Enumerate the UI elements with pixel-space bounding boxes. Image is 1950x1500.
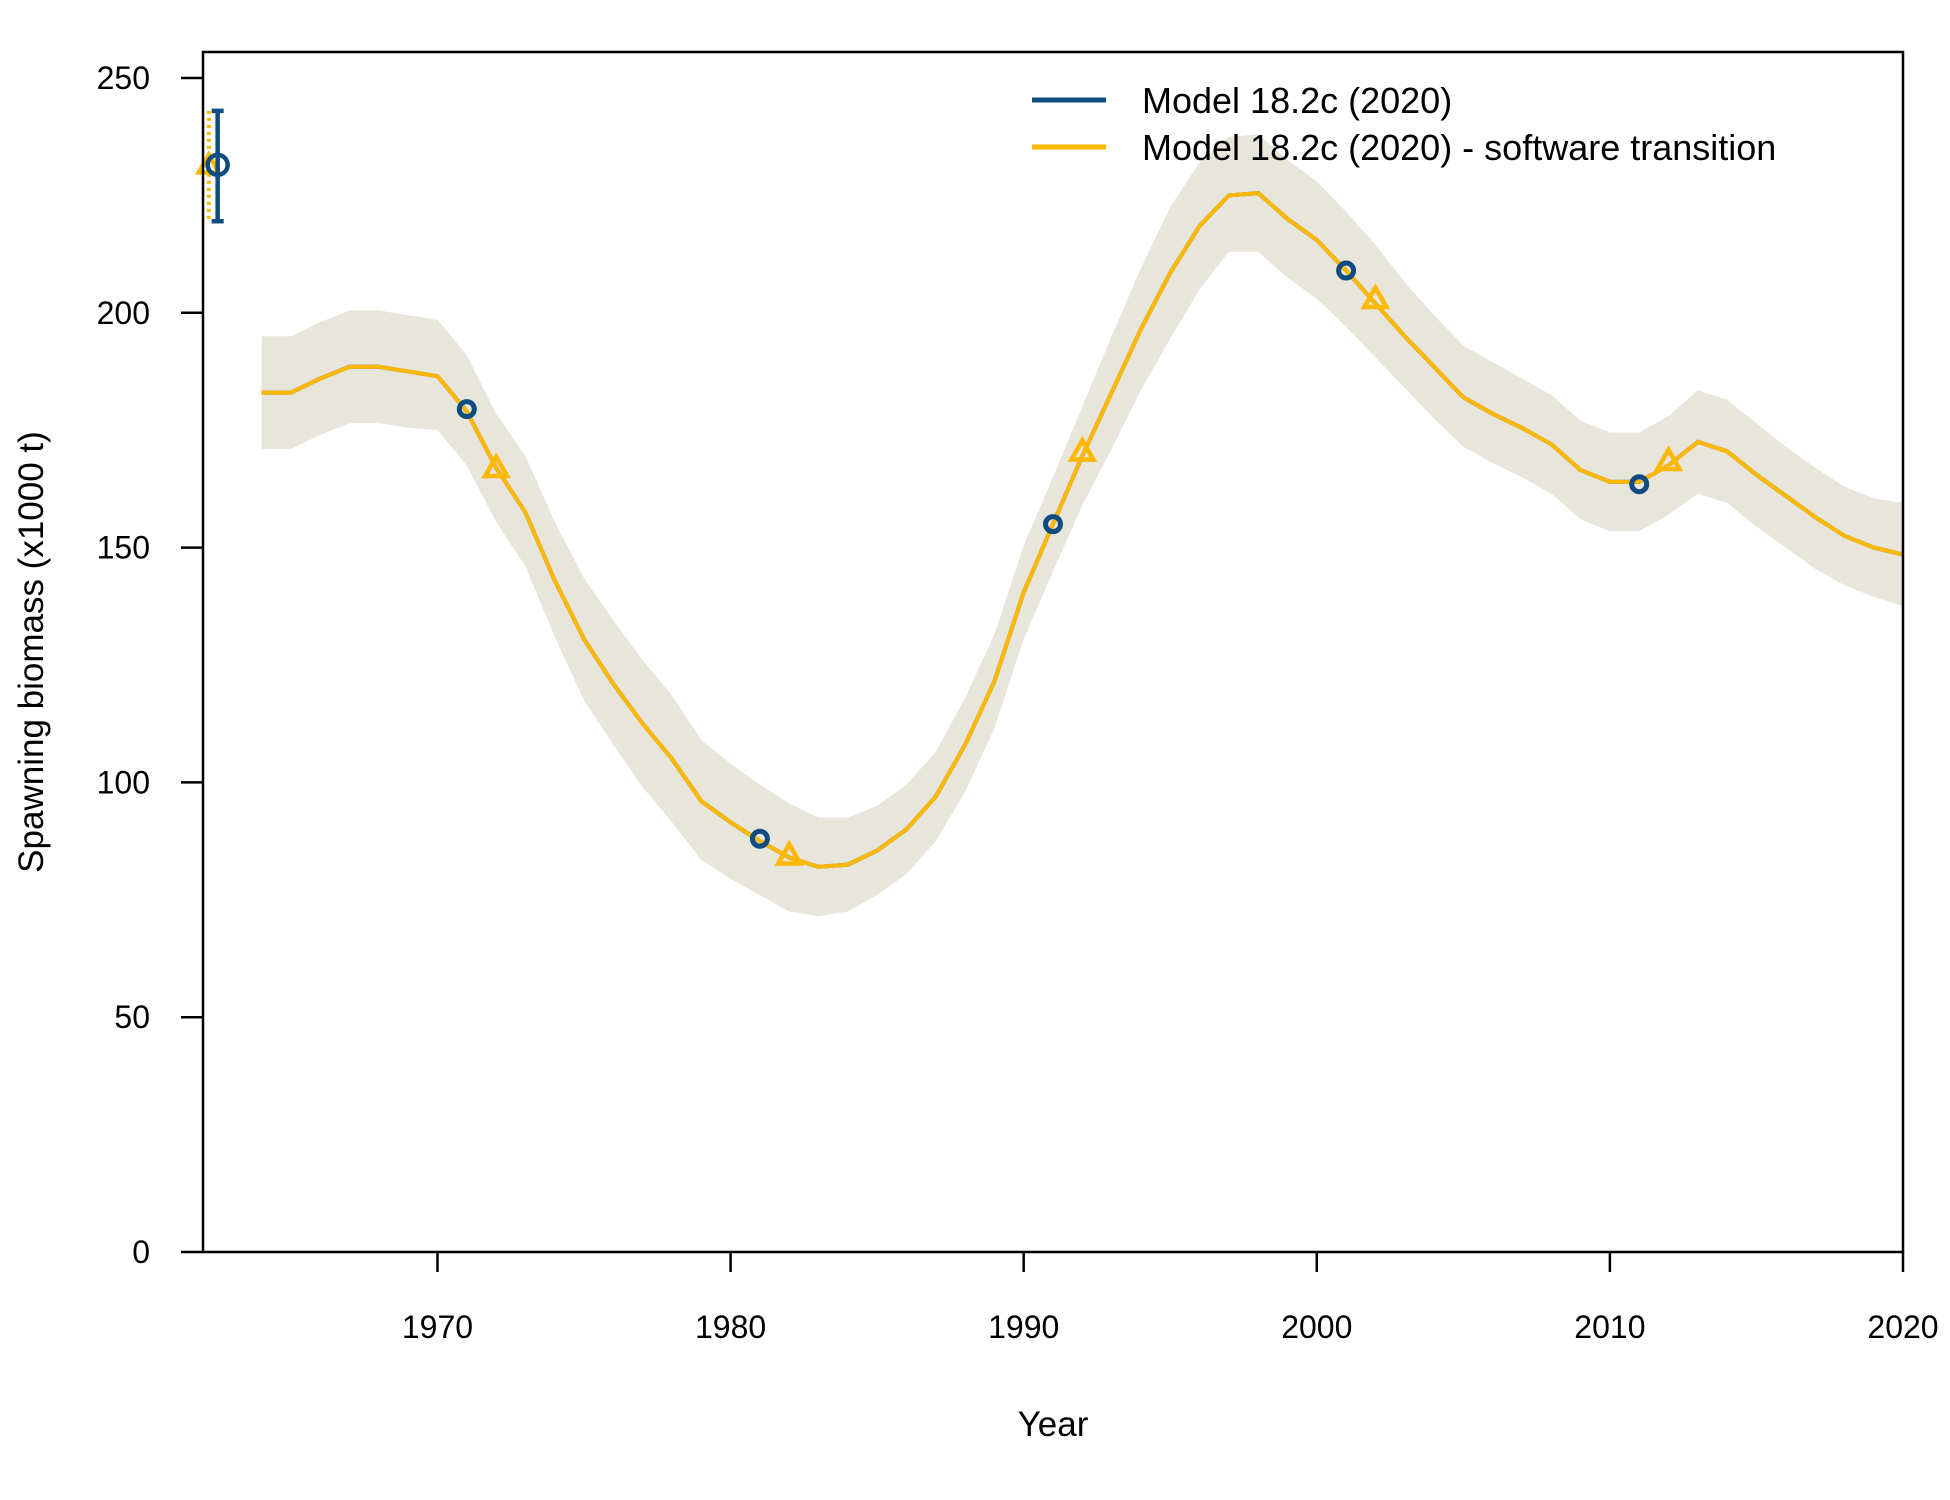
y-axis-title: Spawning biomass (x1000 t) bbox=[12, 431, 51, 873]
y-tick-label: 50 bbox=[114, 999, 150, 1035]
confidence-band-layer bbox=[261, 134, 1903, 917]
x-tick-label: 1980 bbox=[695, 1309, 766, 1345]
marker-layer bbox=[456, 260, 1684, 866]
series-line-software-transition bbox=[261, 191, 1903, 869]
triangle-marker bbox=[774, 839, 805, 866]
plot-frame bbox=[201, 50, 1905, 1254]
legend-label-series-2: Model 18.2c (2020) - software transition bbox=[1142, 127, 1776, 168]
x-tick-label: 2020 bbox=[1867, 1309, 1938, 1345]
y-tick-label: 200 bbox=[97, 295, 150, 331]
legend-label-series-1: Model 18.2c (2020) bbox=[1142, 80, 1452, 121]
initial-circle-marker bbox=[205, 152, 230, 178]
x-tick-label: 2000 bbox=[1281, 1309, 1352, 1345]
x-tick-label: 1970 bbox=[402, 1309, 473, 1345]
x-tick-label: 1990 bbox=[988, 1309, 1059, 1345]
y-tick-label: 150 bbox=[97, 530, 150, 566]
x-axis: 1970 1980 1990 2000 2010 2020 bbox=[402, 1252, 1939, 1345]
initial-point-layer bbox=[194, 108, 230, 224]
x-axis-title: Year bbox=[1018, 1405, 1089, 1444]
circle-marker bbox=[749, 828, 770, 849]
y-tick-label: 100 bbox=[97, 764, 150, 800]
triangle-marker bbox=[481, 452, 511, 479]
circle-marker bbox=[1336, 260, 1357, 281]
triangle-marker bbox=[1653, 445, 1684, 472]
y-axis: 0 50 100 150 200 250 bbox=[97, 60, 203, 1270]
y-tick-label: 0 bbox=[132, 1234, 150, 1270]
triangle-marker bbox=[1360, 283, 1391, 310]
y-tick-label: 250 bbox=[97, 60, 150, 96]
legend: Model 18.2c (2020) Model 18.2c (2020) - … bbox=[1032, 80, 1776, 168]
circle-marker bbox=[1629, 474, 1650, 495]
triangle-marker bbox=[1067, 435, 1098, 462]
x-tick-label: 2010 bbox=[1574, 1309, 1645, 1345]
circle-marker bbox=[1043, 514, 1063, 535]
confidence-band bbox=[261, 134, 1903, 917]
circle-marker bbox=[456, 399, 477, 420]
series-line-layer bbox=[261, 191, 1903, 869]
